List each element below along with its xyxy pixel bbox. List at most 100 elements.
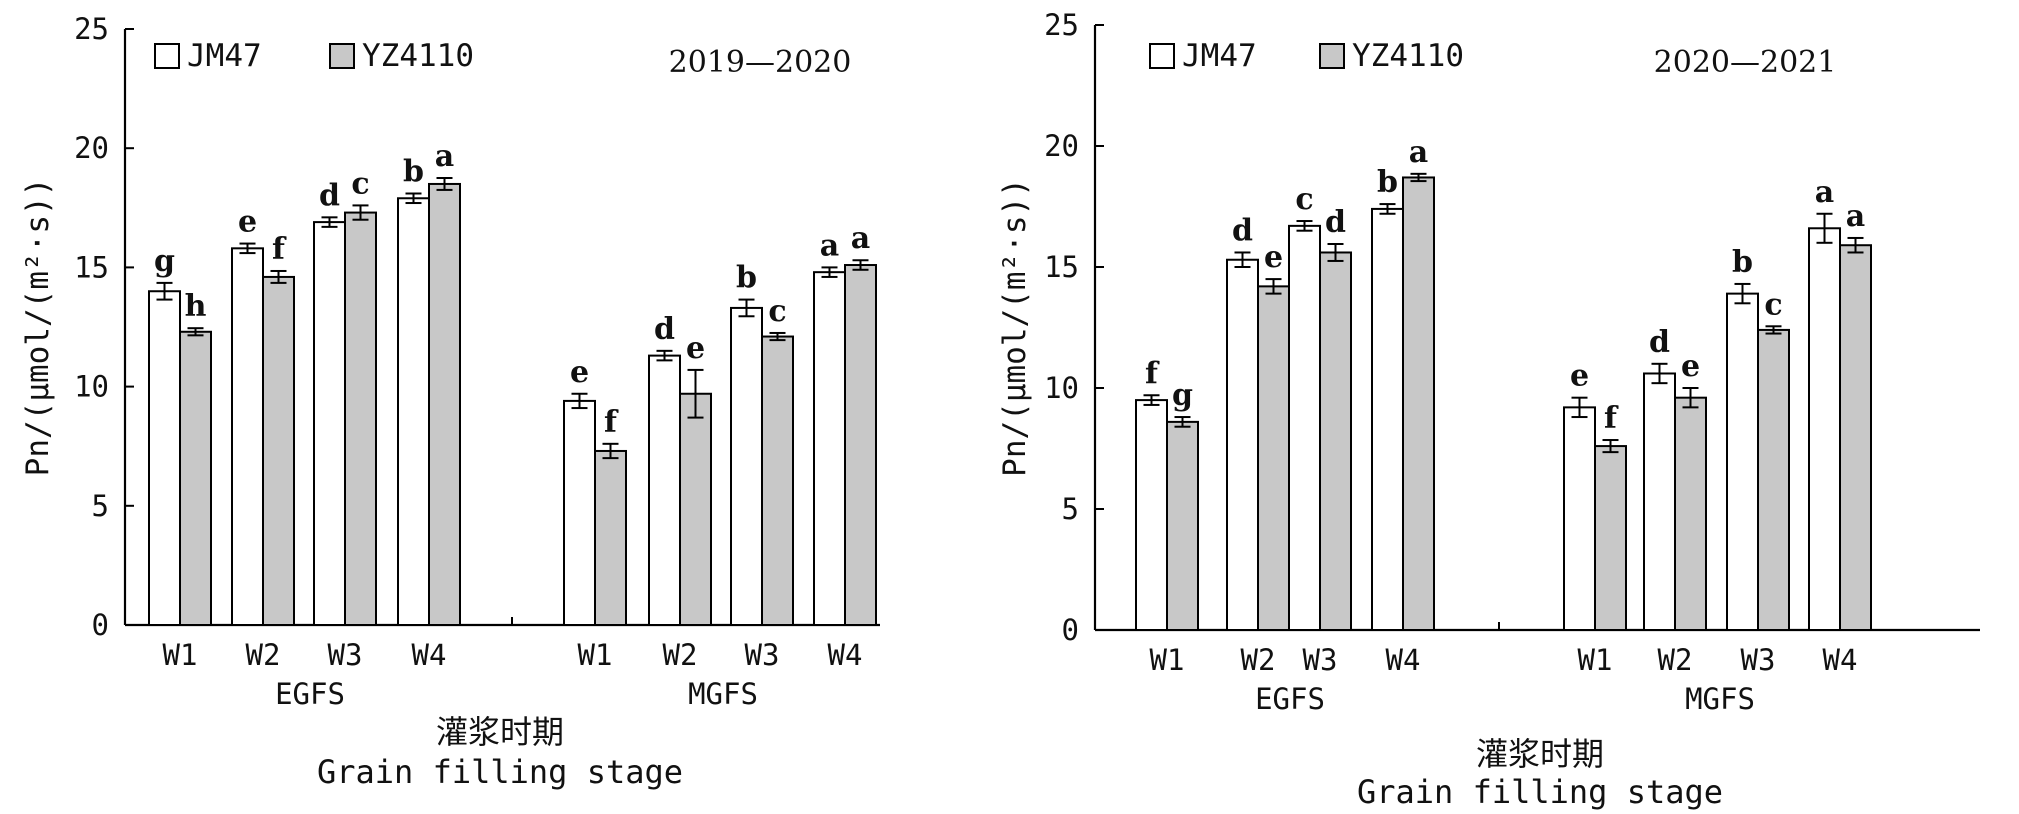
bar-yz4110-5 — [1594, 445, 1627, 631]
significance-letter: a — [851, 221, 870, 256]
significance-letter: a — [435, 139, 454, 174]
group-label-egfs: EGFS — [1255, 682, 1325, 716]
bar-jm47-1 — [148, 290, 181, 626]
y-tick-label: 15 — [74, 250, 109, 284]
chart-title: 2019—2020 — [669, 45, 852, 80]
x-tick-label: W3 — [1303, 643, 1338, 677]
bar-jm47-7 — [1726, 292, 1759, 631]
legend-swatch-jm47 — [154, 43, 180, 69]
significance-letter: b — [403, 154, 424, 189]
x-tick-label: W4 — [828, 638, 863, 672]
significance-letter: f — [604, 405, 619, 440]
bar-yz4110-7 — [761, 335, 794, 626]
significance-letter: d — [654, 312, 675, 347]
significance-letter: a — [1846, 199, 1865, 234]
significance-letter: f — [272, 232, 287, 267]
bar-jm47-6 — [648, 354, 681, 626]
significance-letter: c — [351, 166, 369, 201]
y-tick-label: 5 — [92, 489, 109, 523]
y-tick-label: 20 — [1044, 129, 1079, 163]
legend-swatch-jm47 — [1149, 43, 1175, 69]
bar-yz4110-1 — [1166, 420, 1199, 631]
significance-letter: g — [154, 244, 175, 279]
x-tick-label: W2 — [1658, 643, 1693, 677]
significance-letter: c — [1764, 287, 1782, 322]
y-axis-title: Pn/(μmol/(m²·s)) — [20, 178, 56, 477]
y-tick-label: 0 — [92, 608, 109, 642]
significance-letter: a — [1409, 135, 1428, 170]
bar-yz4110-6 — [1674, 396, 1707, 631]
x-axis-title: Grain filling stage — [1357, 773, 1723, 811]
bar-yz4110-4 — [428, 182, 461, 627]
bar-yz4110-8 — [1839, 244, 1872, 631]
x-tick-label: W1 — [1578, 643, 1613, 677]
y-tick-label: 25 — [74, 12, 109, 46]
bar-jm47-8 — [813, 271, 846, 626]
bar-jm47-2 — [231, 247, 264, 626]
x-tick-label: W3 — [745, 638, 780, 672]
x-tick-label: W1 — [578, 638, 613, 672]
bar-yz4110-6 — [679, 392, 712, 627]
y-tick-label: 25 — [1044, 8, 1079, 42]
significance-letter: e — [238, 205, 257, 240]
x-tick-label: W4 — [1823, 643, 1858, 677]
significance-letter: b — [1377, 165, 1398, 200]
x-tick-label: W2 — [1241, 643, 1276, 677]
x-tick-label: W3 — [1741, 643, 1776, 677]
x-tick-label: W3 — [328, 638, 363, 672]
chart-title: 2020—2021 — [1654, 45, 1837, 80]
significance-letter: c — [1295, 182, 1313, 217]
y-tick-label: 20 — [74, 131, 109, 165]
x-tick-label: W1 — [163, 638, 198, 672]
significance-letter: f — [1145, 356, 1160, 391]
x-axis-title-cn: 灌浆时期 — [1476, 735, 1604, 773]
bar-jm47-2 — [1226, 258, 1259, 631]
bar-jm47-7 — [730, 306, 763, 626]
bar-jm47-4 — [397, 197, 430, 626]
x-tick-label: W4 — [1386, 643, 1421, 677]
legend-swatch-yz4110 — [1319, 43, 1345, 69]
bar-yz4110-8 — [844, 264, 877, 626]
bar-yz4110-4 — [1402, 176, 1435, 632]
x-tick-label: W2 — [246, 638, 281, 672]
significance-letter: e — [1570, 359, 1589, 394]
significance-letter: d — [319, 178, 340, 213]
significance-letter: f — [1604, 401, 1619, 436]
bar-jm47-4 — [1371, 207, 1404, 631]
x-axis-title-cn: 灌浆时期 — [436, 713, 564, 751]
bar-yz4110-5 — [594, 449, 627, 626]
x-axis-title: Grain filling stage — [317, 753, 683, 791]
bar-yz4110-2 — [1257, 285, 1290, 631]
significance-letter: d — [1325, 205, 1346, 240]
significance-letter: e — [686, 331, 705, 366]
significance-letter: h — [185, 289, 207, 324]
y-tick-label: 10 — [1044, 371, 1079, 405]
group-label-mgfs: MGFS — [688, 677, 758, 711]
significance-letter: a — [1815, 175, 1834, 210]
legend-label-jm47: JM47 — [187, 38, 262, 74]
significance-letter: d — [1649, 325, 1670, 360]
significance-letter: b — [1732, 245, 1753, 280]
y-tick-label: 0 — [1062, 613, 1079, 647]
bar-jm47-5 — [1563, 406, 1596, 631]
significance-letter: e — [1264, 240, 1283, 275]
x-tick-label: W4 — [412, 638, 447, 672]
bar-yz4110-2 — [262, 275, 295, 626]
significance-letter: d — [1232, 213, 1253, 248]
y-axis-title: Pn/(μmol/(m²·s)) — [997, 178, 1033, 477]
significance-letter: e — [570, 355, 589, 390]
bar-yz4110-1 — [179, 330, 212, 626]
y-tick-label: 10 — [74, 370, 109, 404]
significance-letter: c — [768, 294, 786, 329]
legend-label-yz4110: YZ4110 — [1352, 38, 1464, 74]
legend-label-jm47: JM47 — [1182, 38, 1257, 74]
bar-jm47-8 — [1808, 227, 1841, 631]
significance-letter: e — [1681, 349, 1700, 384]
bar-yz4110-7 — [1757, 328, 1790, 631]
significance-letter: a — [820, 228, 839, 263]
bar-jm47-5 — [563, 399, 596, 626]
